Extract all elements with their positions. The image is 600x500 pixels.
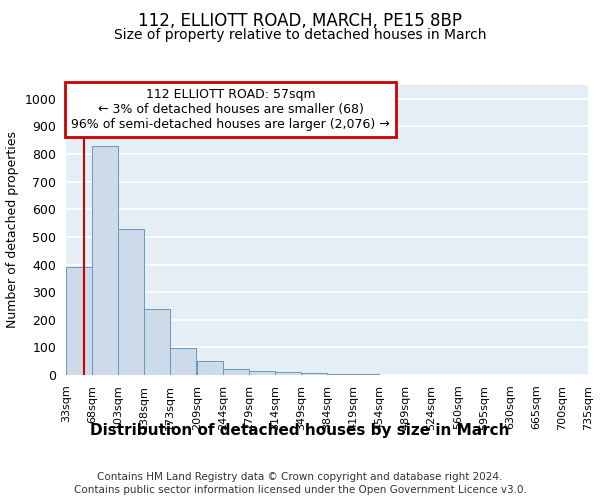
Bar [118, 228, 144, 375]
Text: Size of property relative to detached houses in March: Size of property relative to detached ho… [114, 28, 486, 42]
Bar [223, 370, 248, 375]
Text: Contains HM Land Registry data © Crown copyright and database right 2024.: Contains HM Land Registry data © Crown c… [97, 472, 503, 482]
Text: Distribution of detached houses by size in March: Distribution of detached houses by size … [90, 422, 510, 438]
Bar [170, 348, 196, 375]
Y-axis label: Number of detached properties: Number of detached properties [6, 132, 19, 328]
Bar [301, 374, 327, 375]
Bar [275, 372, 301, 375]
Bar [327, 374, 353, 375]
Bar [197, 360, 223, 375]
Text: 112, ELLIOTT ROAD, MARCH, PE15 8BP: 112, ELLIOTT ROAD, MARCH, PE15 8BP [138, 12, 462, 30]
Bar [92, 146, 118, 375]
Bar [249, 371, 275, 375]
Text: 112 ELLIOTT ROAD: 57sqm
← 3% of detached houses are smaller (68)
96% of semi-det: 112 ELLIOTT ROAD: 57sqm ← 3% of detached… [71, 88, 390, 131]
Bar [145, 308, 170, 375]
Text: Contains public sector information licensed under the Open Government Licence v3: Contains public sector information licen… [74, 485, 526, 495]
Bar [353, 374, 379, 375]
Bar [66, 268, 92, 375]
